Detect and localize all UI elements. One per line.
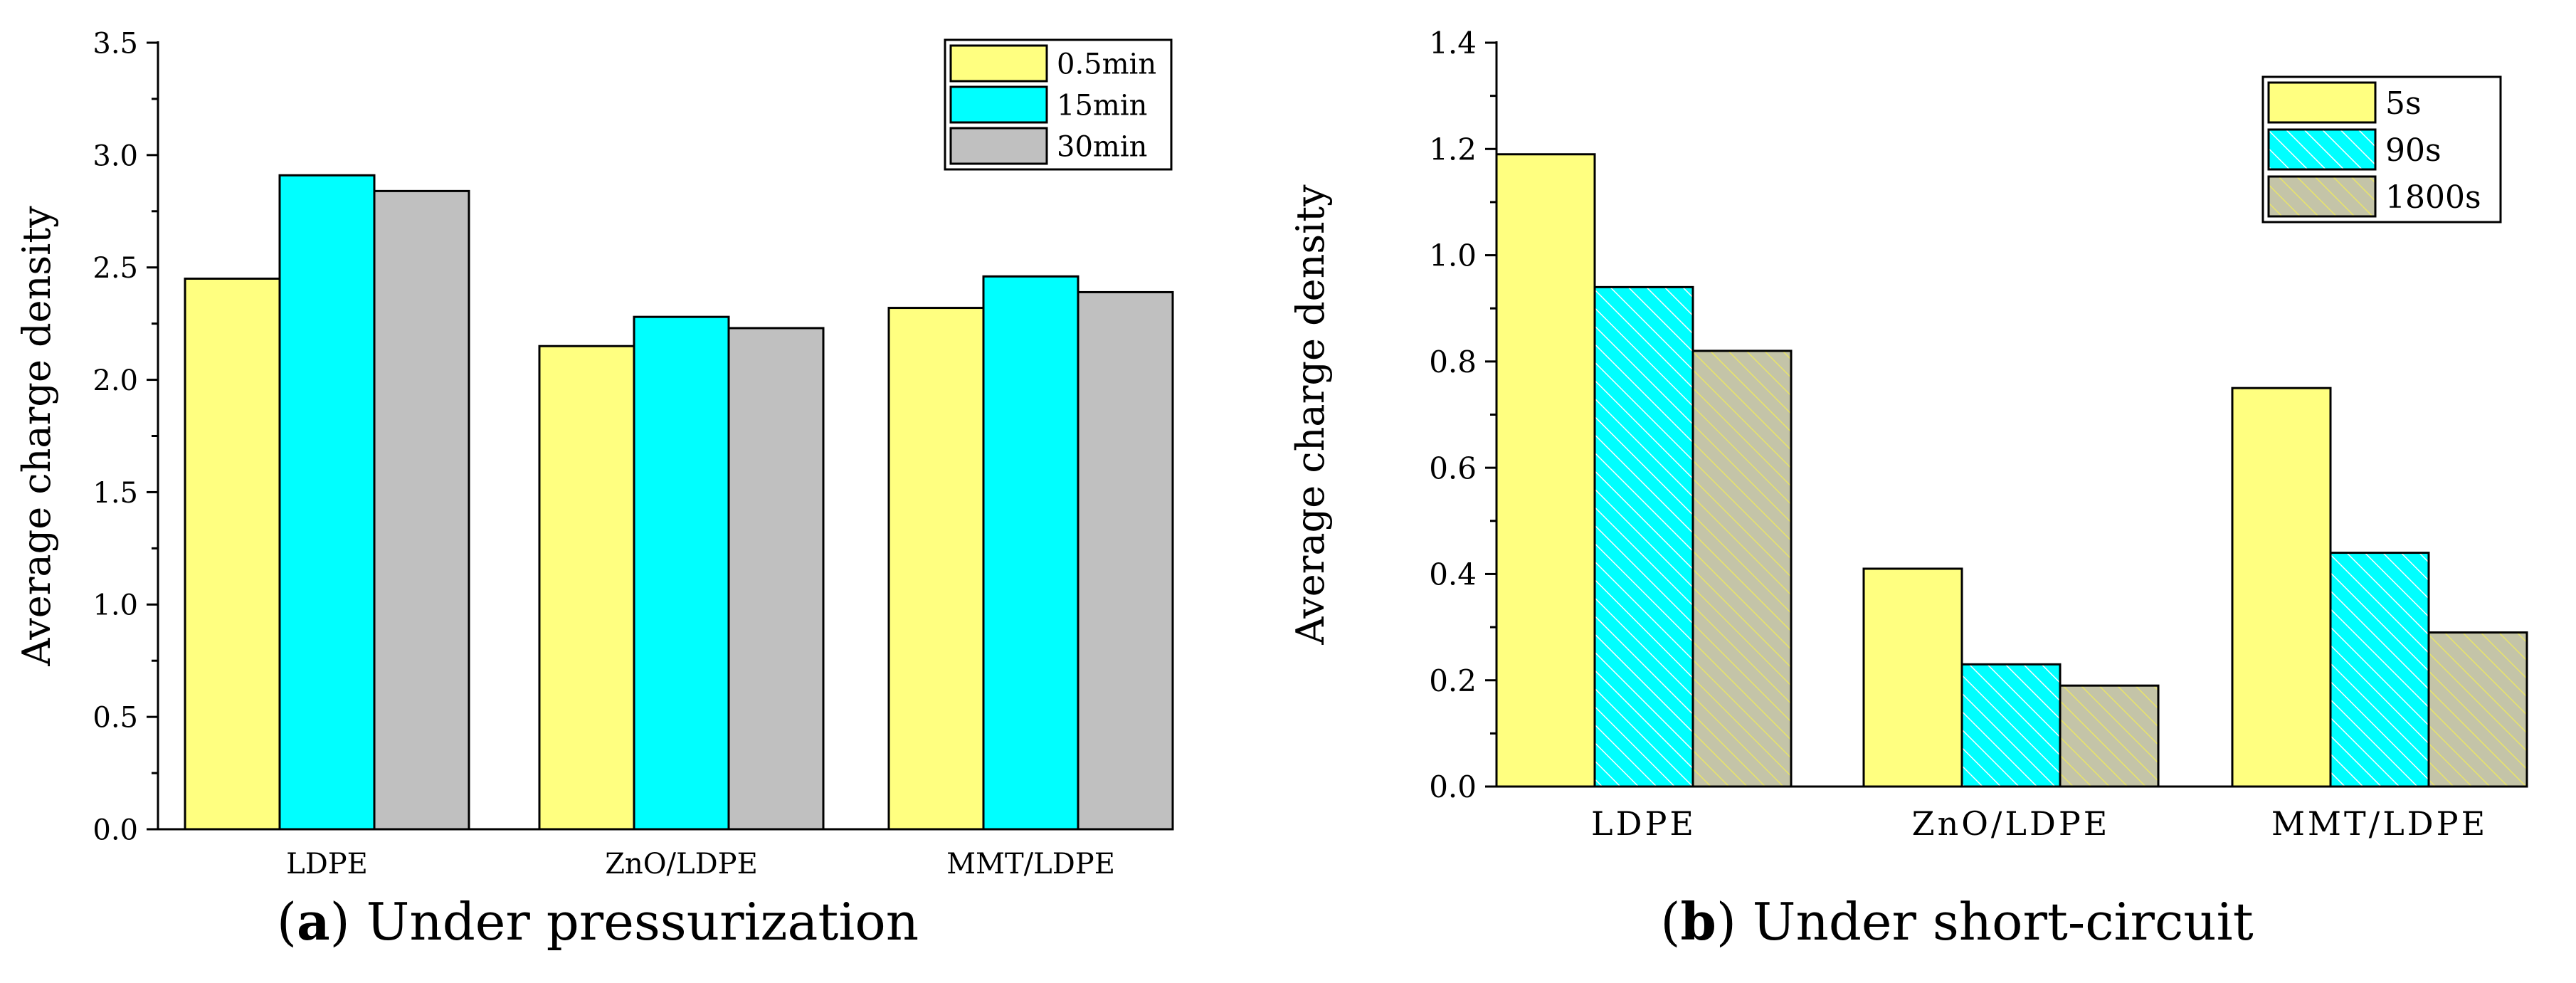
bar-a-15min-MMT/LDPE [982,275,1080,831]
y-axis-label: Average charge density [1288,184,1333,646]
y-tick-label: 0.8 [1429,345,1477,379]
bar-a-30min-ZnO/LDPE [727,327,825,831]
y-tick-label: 1.2 [1429,132,1477,167]
caption-b-open: ( [1660,892,1681,952]
y-tick-label: 1.0 [1429,238,1477,273]
bar-b-90s-ZnO/LDPE [1960,663,2062,788]
bar-a-0.5min-MMT/LDPE [887,307,985,831]
y-tick-label: 3.5 [93,27,138,60]
x-tick-label: ZnO/LDPE [1912,804,2111,843]
caption-b-letter: b [1680,891,1716,952]
caption-b: (b) Under short-circuit [1551,891,2363,952]
bar-a-15min-LDPE [278,174,376,831]
y-tick-label: 2.0 [93,364,138,397]
legend-label-0.5min: 0.5min [1057,48,1156,80]
bar-b-1800s-ZnO/LDPE [2059,684,2160,788]
y-tick-label: 3.0 [93,140,138,172]
x-tick-label: ZnO/LDPE [605,848,758,881]
caption-a-text: Under pressurization [349,892,919,952]
y-tick-label: 0.2 [1429,663,1477,698]
y-tick-label: 0.0 [93,814,138,846]
chart-b: 0.0 0.2 0.4 0.6 0.8 1.0 1.2 1.4 LDPE ZnO/LDPE MMT/… [1288,26,2528,843]
legend-swatch-5s [2267,81,2377,124]
caption-a-open: ( [276,892,297,952]
bar-b-90s-LDPE [1593,285,1694,788]
y-axis-label: Average charge density [14,206,59,667]
x-tick-label: MMT/LDPE [2271,804,2488,843]
caption-a-close: ) [329,892,350,952]
bar-a-0.5min-LDPE [184,278,281,831]
y-tick-label: 0.0 [1429,769,1477,804]
y-tick-label: 0.5 [93,702,138,735]
x-tick-label: MMT/LDPE [946,848,1115,881]
legend-swatch-30min [949,127,1048,165]
legend-swatch-15min [949,85,1048,124]
legend-swatch-1800s [2267,175,2377,218]
bar-b-5s-MMT/LDPE [2231,387,2332,788]
chart-a: 0.0 0.5 1.0 1.5 2.0 2.5 3.0 3.5 LDPE ZnO/LDPE MMT/… [14,27,1174,881]
bar-a-30min-MMT/LDPE [1077,290,1174,831]
legend-label-90s: 90s [2385,132,2442,169]
y-tick-label: 0.4 [1429,557,1477,592]
x-tick-label: LDPE [1591,804,1696,843]
bar-a-15min-ZnO/LDPE [633,315,730,831]
bar-b-1800s-MMT/LDPE [2427,631,2528,788]
y-tick-label: 1.5 [93,477,138,510]
caption-a-letter: a [297,891,330,952]
caption-a: (a) Under pressurization [199,891,996,952]
y-tick-label: 1.0 [93,589,138,622]
y-tick-label: 1.4 [1429,26,1477,61]
legend-label-30min: 30min [1057,130,1147,163]
x-tick-label: LDPE [286,848,368,881]
legend-label-1800s: 1800s [2385,179,2481,216]
legend-swatch-90s [2267,128,2377,171]
caption-b-close: ) [1716,892,1736,952]
bar-b-5s-LDPE [1495,153,1596,788]
y-tick-label: 0.6 [1429,451,1477,485]
caption-b-text: Under short-circuit [1736,892,2254,952]
legend-swatch-0.5min [949,44,1048,83]
legend-label-5s: 5s [2385,85,2422,122]
legend-label-15min: 15min [1057,89,1147,122]
bar-b-5s-ZnO/LDPE [1862,567,1963,788]
y-tick-label: 2.5 [93,252,138,285]
bar-b-1800s-LDPE [1691,349,1793,788]
bar-a-0.5min-ZnO/LDPE [538,345,635,831]
bar-b-90s-MMT/LDPE [2329,552,2430,788]
bar-a-30min-LDPE [373,189,470,831]
